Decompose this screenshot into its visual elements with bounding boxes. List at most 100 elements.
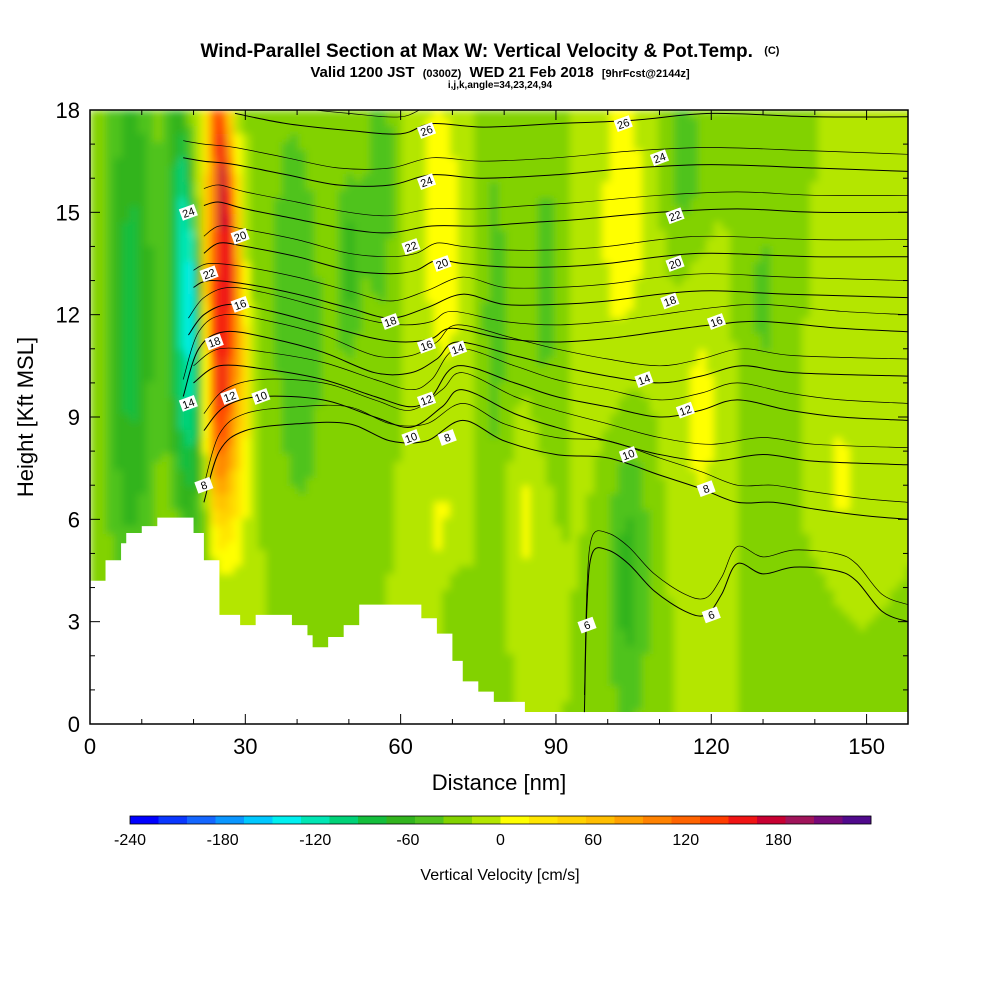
velocity-cell [538, 238, 547, 247]
velocity-cell [378, 118, 387, 127]
velocity-cell [434, 414, 443, 423]
velocity-cell [362, 158, 371, 167]
velocity-cell [882, 422, 891, 431]
velocity-cell [154, 182, 163, 191]
velocity-cell [210, 398, 219, 407]
velocity-cell [130, 190, 139, 199]
velocity-cell [354, 470, 363, 479]
velocity-cell [658, 374, 667, 383]
velocity-cell [434, 134, 443, 143]
velocity-cell [698, 166, 707, 175]
velocity-cell [306, 286, 315, 295]
velocity-cell [90, 230, 99, 239]
velocity-cell [450, 206, 459, 215]
velocity-cell [346, 366, 355, 375]
velocity-cell [906, 454, 908, 463]
velocity-cell [426, 310, 435, 319]
velocity-cell [314, 350, 323, 359]
velocity-cell [666, 158, 675, 167]
velocity-cell [282, 206, 291, 215]
velocity-cell [186, 294, 195, 303]
velocity-cell [602, 190, 611, 199]
velocity-cell [474, 142, 483, 151]
velocity-cell [626, 430, 635, 439]
velocity-cell [858, 486, 867, 495]
velocity-cell [538, 182, 547, 191]
velocity-cell [850, 174, 859, 183]
velocity-cell [466, 478, 475, 487]
velocity-cell [762, 398, 771, 407]
velocity-cell [162, 182, 171, 191]
velocity-cell [98, 214, 107, 223]
velocity-cell [330, 446, 339, 455]
velocity-cell [298, 334, 307, 343]
velocity-cell [810, 110, 819, 119]
velocity-cell [514, 198, 523, 207]
velocity-cell [378, 270, 387, 279]
velocity-cell [770, 438, 779, 447]
velocity-cell [722, 278, 731, 287]
velocity-cell [770, 310, 779, 319]
velocity-cell [890, 382, 899, 391]
velocity-cell [690, 262, 699, 271]
velocity-cell [490, 310, 499, 319]
velocity-cell [258, 110, 267, 119]
velocity-cell [418, 414, 427, 423]
velocity-cell [290, 454, 299, 463]
velocity-cell [850, 214, 859, 223]
velocity-cell [730, 166, 739, 175]
velocity-cell [826, 174, 835, 183]
velocity-cell [338, 270, 347, 279]
velocity-cell [570, 270, 579, 279]
velocity-cell [562, 174, 571, 183]
velocity-cell [250, 150, 259, 159]
velocity-cell [266, 326, 275, 335]
velocity-cell [226, 430, 235, 439]
velocity-cell [826, 398, 835, 407]
velocity-cell [266, 166, 275, 175]
velocity-cell [562, 350, 571, 359]
velocity-cell [498, 262, 507, 271]
velocity-cell [162, 470, 171, 479]
velocity-cell [466, 342, 475, 351]
velocity-cell [210, 134, 219, 143]
velocity-cell [146, 358, 155, 367]
velocity-cell [482, 358, 491, 367]
velocity-cell [330, 110, 339, 119]
velocity-cell [634, 390, 643, 399]
velocity-cell [586, 326, 595, 335]
velocity-cell [322, 182, 331, 191]
velocity-cell [530, 462, 539, 471]
velocity-cell [890, 374, 899, 383]
velocity-cell [802, 374, 811, 383]
velocity-cell [370, 326, 379, 335]
velocity-cell [306, 422, 315, 431]
velocity-cell [906, 278, 908, 287]
velocity-cell [786, 110, 795, 119]
velocity-cell [778, 158, 787, 167]
velocity-cell [346, 334, 355, 343]
velocity-cell [714, 382, 723, 391]
velocity-cell [258, 206, 267, 215]
velocity-cell [258, 254, 267, 263]
velocity-cell [114, 126, 123, 135]
velocity-cell [546, 182, 555, 191]
velocity-cell [818, 222, 827, 231]
velocity-cell [818, 406, 827, 415]
velocity-cell [674, 478, 683, 487]
velocity-cell [562, 438, 571, 447]
velocity-cell [858, 286, 867, 295]
velocity-cell [194, 350, 203, 359]
velocity-cell [506, 398, 515, 407]
velocity-cell [258, 198, 267, 207]
velocity-cell [842, 406, 851, 415]
velocity-cell [338, 342, 347, 351]
velocity-cell [362, 414, 371, 423]
velocity-cell [650, 294, 659, 303]
velocity-cell [762, 342, 771, 351]
velocity-cell [866, 478, 875, 487]
velocity-cell [522, 430, 531, 439]
velocity-cell [858, 166, 867, 175]
velocity-cell [466, 286, 475, 295]
velocity-cell [306, 374, 315, 383]
